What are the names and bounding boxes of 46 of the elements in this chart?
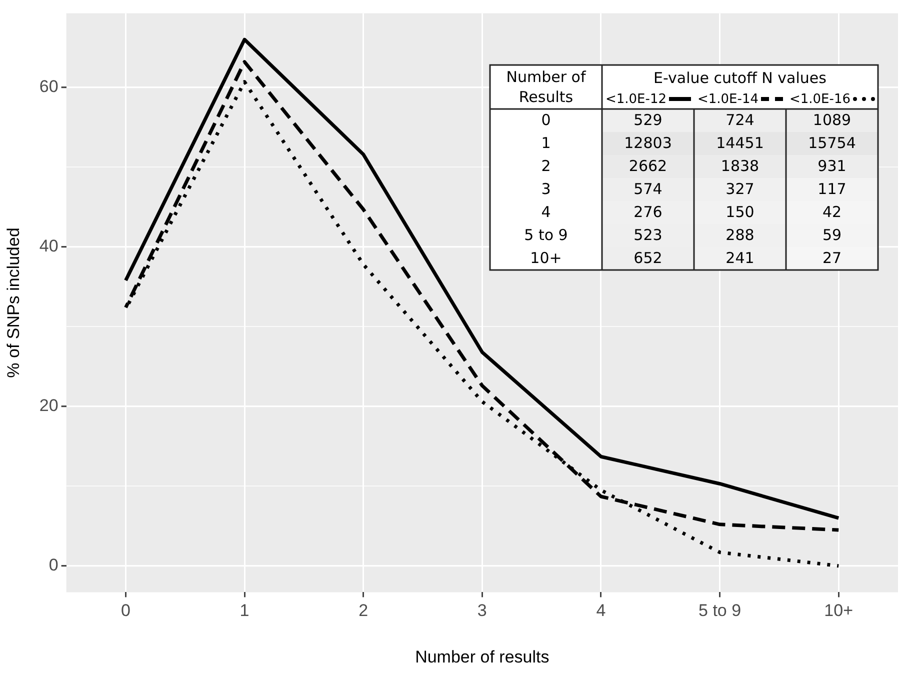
data-label: 15754 <box>786 132 878 155</box>
y-tick-label: 10+ <box>529 248 563 269</box>
data-label: 14451 <box>694 132 786 155</box>
y-tick-label: 0 <box>48 556 58 575</box>
x-axis-title: Number of results <box>415 647 550 666</box>
x-tick-label: 5 to 9 <box>698 601 742 620</box>
y-tick-label: 1 <box>540 133 552 154</box>
data-label: 529 <box>602 109 694 132</box>
data-label: 117 <box>786 178 878 201</box>
y-tick-label: 5 to 9 <box>523 225 569 246</box>
data-label: 288 <box>694 224 786 247</box>
data-label: 574 <box>602 178 694 201</box>
x-tick-label: 1 <box>240 601 250 620</box>
data-label: 241 <box>694 247 786 270</box>
y-tick-label: 3 <box>540 179 552 200</box>
data-label: 724 <box>694 109 786 132</box>
y-tick-label: 4 <box>540 202 552 223</box>
data-label: 2662 <box>602 155 694 178</box>
y-tick-label: 60 <box>39 77 58 96</box>
y-tick-label: 2 <box>540 156 552 177</box>
data-label: 1838 <box>694 155 786 178</box>
x-tick-label: <1.0E-12 <box>605 92 666 106</box>
x-tick-label: 4 <box>596 601 606 620</box>
data-label: 523 <box>602 224 694 247</box>
data-label: 150 <box>694 201 786 224</box>
y-axis-title: % of SNPs included <box>4 228 23 378</box>
y-axis-title: Number of Results <box>505 67 587 108</box>
data-label: 1089 <box>786 109 878 132</box>
x-tick-label: 3 <box>477 601 487 620</box>
data-label: 931 <box>786 155 878 178</box>
x-tick-label: <1.0E-14 <box>697 92 758 106</box>
data-label: 652 <box>602 247 694 270</box>
data-label: 42 <box>786 201 878 224</box>
x-tick-label: 2 <box>358 601 368 620</box>
x-tick-label: 0 <box>120 601 130 620</box>
data-label: 27 <box>786 247 878 270</box>
chart-title: E-value cutoff N values <box>652 68 828 89</box>
data-label: 276 <box>602 201 694 224</box>
y-tick-label: 20 <box>39 396 58 416</box>
x-tick-label: <1.0E-16 <box>789 92 850 106</box>
y-tick-label: 0 <box>540 110 552 131</box>
data-label: 12803 <box>602 132 694 155</box>
data-label: 59 <box>786 224 878 247</box>
y-tick-label: 40 <box>39 236 58 256</box>
x-tick-label: 10+ <box>824 601 854 620</box>
data-label: 327 <box>694 178 786 201</box>
